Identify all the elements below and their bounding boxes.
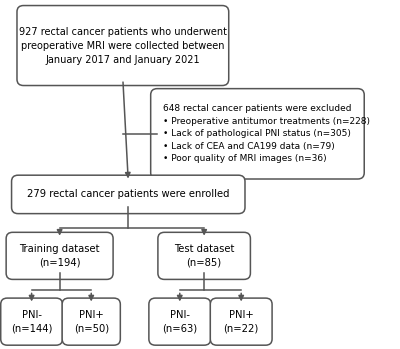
Text: Test dataset
(n=85): Test dataset (n=85) xyxy=(174,244,234,268)
FancyBboxPatch shape xyxy=(149,298,211,345)
FancyBboxPatch shape xyxy=(6,232,113,280)
FancyBboxPatch shape xyxy=(1,298,62,345)
FancyBboxPatch shape xyxy=(210,298,272,345)
FancyBboxPatch shape xyxy=(17,6,229,86)
Text: PNI-
(n=63): PNI- (n=63) xyxy=(162,310,197,334)
FancyBboxPatch shape xyxy=(151,89,364,179)
Text: 927 rectal cancer patients who underwent
preoperative MRI were collected between: 927 rectal cancer patients who underwent… xyxy=(19,27,227,65)
Text: PNI+
(n=22): PNI+ (n=22) xyxy=(224,310,259,334)
Text: 279 rectal cancer patients were enrolled: 279 rectal cancer patients were enrolled xyxy=(27,190,230,199)
Text: PNI-
(n=144): PNI- (n=144) xyxy=(11,310,52,334)
Text: PNI+
(n=50): PNI+ (n=50) xyxy=(74,310,109,334)
Text: 648 rectal cancer patients were excluded
• Preoperative antitumor treatments (n=: 648 rectal cancer patients were excluded… xyxy=(163,104,370,163)
Text: Training dataset
(n=194): Training dataset (n=194) xyxy=(19,244,100,268)
FancyBboxPatch shape xyxy=(158,232,250,280)
FancyBboxPatch shape xyxy=(62,298,120,345)
FancyBboxPatch shape xyxy=(12,175,245,214)
